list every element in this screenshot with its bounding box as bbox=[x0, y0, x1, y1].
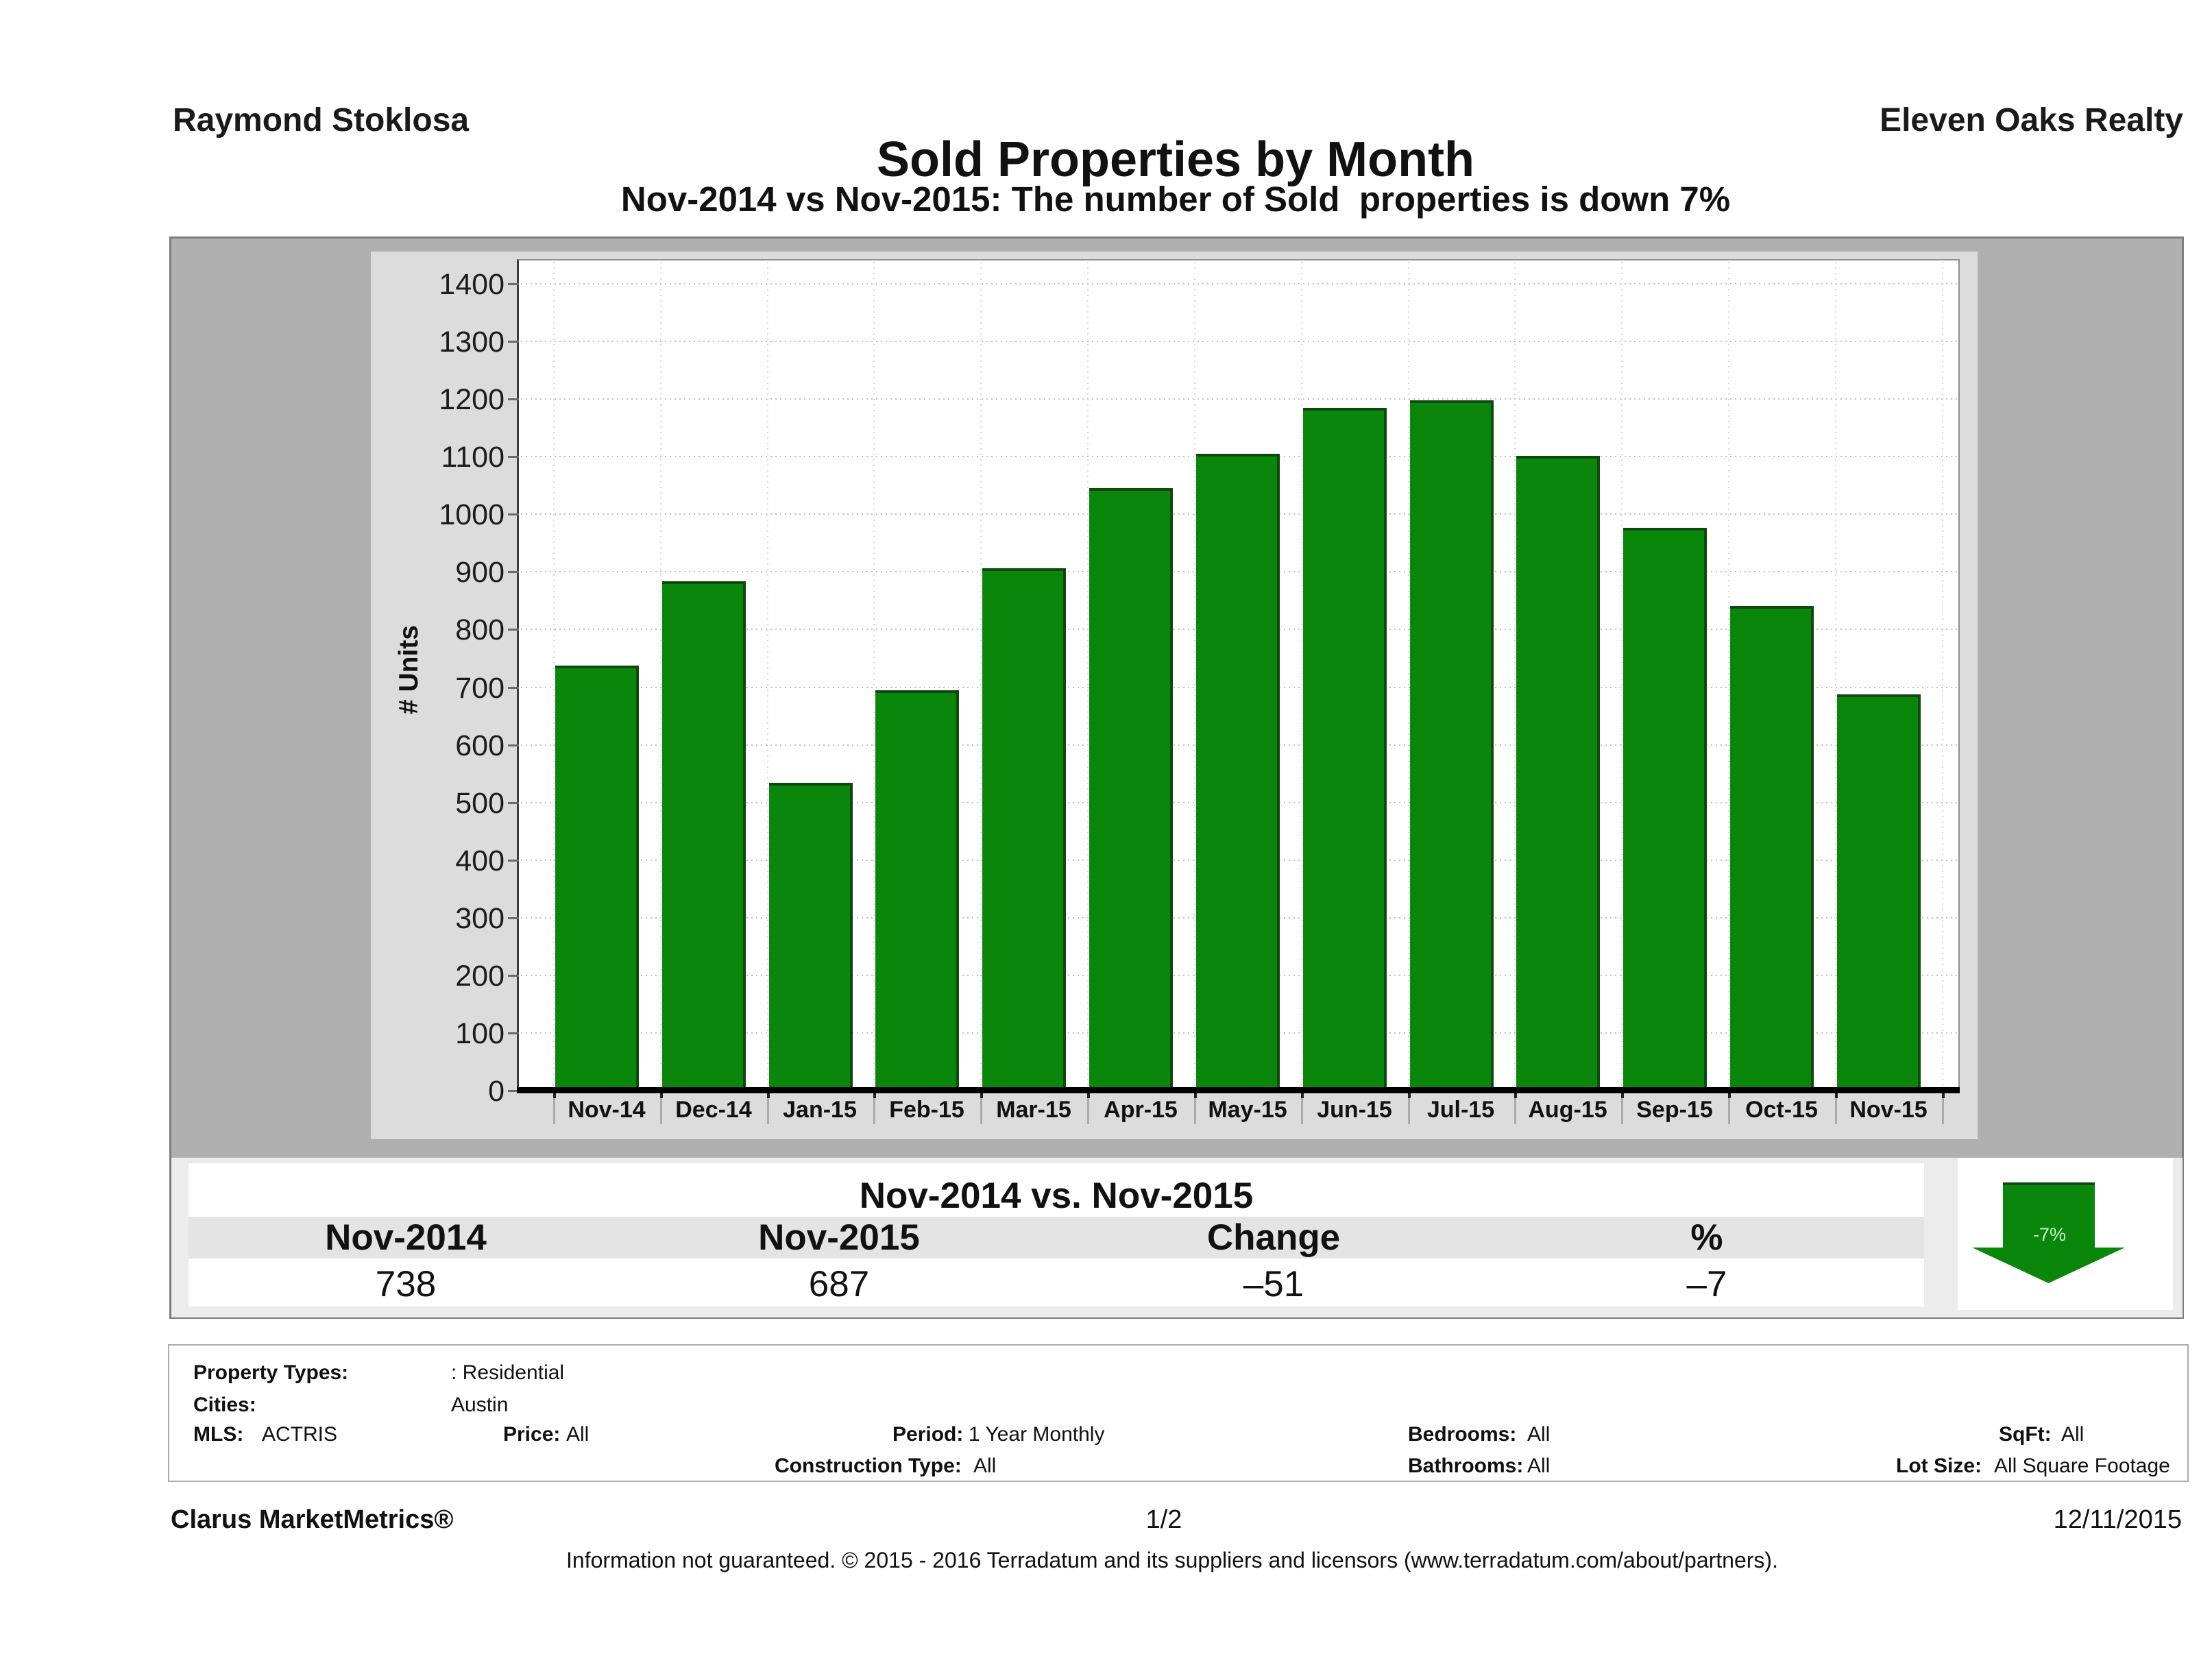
svg-text:-7%: -7% bbox=[2033, 1224, 2066, 1245]
